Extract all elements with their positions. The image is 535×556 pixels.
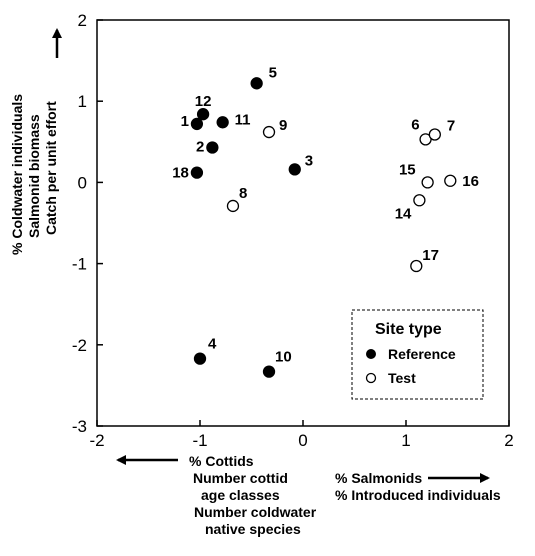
reference-point-12 [196,108,210,121]
reference-point-4 [193,352,207,365]
x-axis-ticks: -2 -1 0 1 2 [89,420,514,450]
legend-marker-reference [366,349,376,359]
x-tick-label: 1 [401,431,410,450]
x-axis-left-label-line-2: Number cottid [193,470,288,486]
point-label-3: 3 [305,152,313,169]
legend-label-reference: Reference [388,346,456,362]
reference-point-18 [190,166,204,179]
point-label-8: 8 [239,185,247,202]
x-axis-left-label: % Cottids Number cottid age classes Numb… [116,453,317,537]
point-label-14: 14 [395,205,412,222]
test-point-6 [419,133,432,146]
x-axis-left-label-line-1: % Cottids [189,453,254,469]
point-label-1: 1 [181,113,189,130]
y-tick-label: 0 [78,173,87,192]
point-label-5: 5 [269,64,277,81]
test-point-14 [413,194,426,207]
y-tick-label: 2 [78,11,87,30]
reference-point-2 [206,141,219,154]
y-axis-ticks: 2 1 0 -1 -2 -3 [72,11,103,436]
y-tick-label: -3 [72,417,87,436]
point-label-17: 17 [422,247,439,264]
legend-label-test: Test [388,370,416,386]
legend-marker-test [365,372,377,384]
test-point-17 [410,259,423,273]
point-label-9: 9 [279,117,287,134]
legend: Site type Reference Test [351,309,484,400]
y-tick-label: -2 [72,336,87,355]
point-label-7: 7 [447,117,455,134]
reference-point-10 [262,365,276,378]
test-point-9 [262,125,276,139]
point-label-18: 18 [172,165,189,182]
y-axis-label: % Coldwater individuals Salmonid biomass… [9,28,62,255]
point-label-12: 12 [195,93,212,110]
point-label-10: 10 [275,349,292,366]
point-label-11: 11 [235,111,251,128]
y-tick-label: 1 [78,92,87,111]
reference-point-1 [190,117,204,131]
point-label-15: 15 [399,161,416,178]
x-tick-label: 0 [298,431,307,450]
point-label-16: 16 [462,173,479,190]
point-label-6: 6 [411,116,419,133]
test-point-7 [428,128,441,141]
test-point-8 [226,199,240,213]
point-label-4: 4 [208,336,217,353]
reference-point-5 [250,77,263,90]
x-axis-left-label-line-5: native species [205,521,301,537]
x-axis-left-label-line-4: Number coldwater [194,504,317,520]
y-axis-label-line-3: Catch per unit effort [43,101,59,235]
x-tick-label: 2 [504,431,513,450]
x-axis-right-label-line-1: % Salmonids [335,470,422,486]
x-tick-label: -1 [192,431,207,450]
reference-point-3 [288,163,301,176]
y-tick-label: -1 [72,255,87,274]
x-axis-right-label-line-2: % Introduced individuals [335,487,501,503]
legend-title: Site type [375,321,442,338]
x-tick-label: -2 [89,431,104,450]
y-axis-label-line-1: % Coldwater individuals [9,94,25,255]
reference-point-11 [216,116,229,129]
test-point-16 [444,174,457,187]
y-axis-label-line-2: Salmonid biomass [26,114,42,238]
point-label-2: 2 [196,138,204,155]
test-point-15 [421,176,434,189]
x-axis-right-label: % Salmonids % Introduced individuals [335,470,501,503]
x-axis-left-label-line-3: age classes [201,487,280,503]
